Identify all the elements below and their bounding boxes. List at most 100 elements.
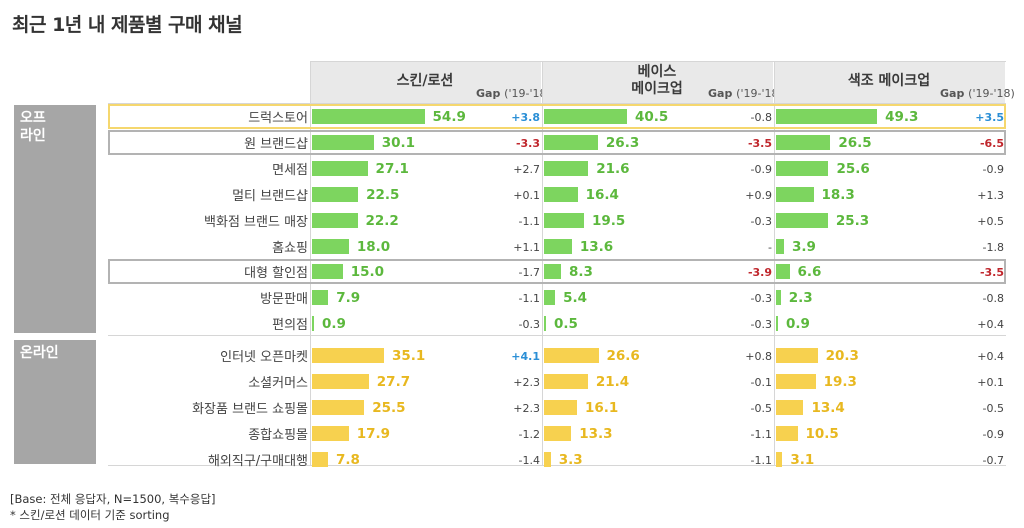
value-label: 21.6 [596, 160, 630, 177]
value-label: 22.2 [365, 212, 399, 229]
footnote-sorting: * 스킨/로션 데이터 기준 sorting [10, 508, 170, 522]
gap-value: -3.5 [979, 266, 1004, 280]
gap-value: +0.1 [977, 376, 1004, 389]
bar [776, 374, 816, 389]
category-label: 백화점 브랜드 매장 [204, 214, 308, 230]
bar [776, 160, 829, 176]
gap-value: -0.3 [750, 292, 772, 306]
bar [312, 134, 374, 150]
gap-value: +1.1 [513, 240, 540, 254]
value-label: 22.5 [366, 186, 400, 203]
bar [776, 425, 798, 441]
column-header-bg [542, 61, 773, 103]
category-label: 소셜커머스 [248, 376, 308, 391]
footnote-base: [Base: 전체 응답자, N=1500, 복수응답] [10, 492, 216, 506]
value-label: 16.4 [585, 186, 619, 203]
bar [544, 109, 628, 124]
value-label: 6.6 [797, 264, 822, 281]
gap-label-period: ('19-'18) [736, 87, 783, 100]
category-label: 대형 할인점 [244, 266, 308, 282]
bar [312, 425, 349, 441]
gap-value: -0.9 [750, 162, 772, 176]
bar [312, 109, 425, 124]
gap-value: -1.1 [750, 453, 772, 467]
bar [312, 348, 384, 364]
gap-value: -0.7 [982, 453, 1004, 467]
gap-value: -1.4 [518, 453, 540, 467]
value-label: 26.3 [605, 134, 640, 151]
value-label: 19.5 [591, 212, 626, 229]
column-separator [310, 61, 311, 465]
bar [776, 186, 814, 202]
category-label: 화장품 브랜드 쇼핑몰 [192, 401, 308, 417]
bar [544, 238, 572, 254]
value-label: 26.5 [838, 134, 872, 151]
gap-value: -3.9 [747, 266, 772, 280]
category-label: 원 브랜드샵 [244, 136, 308, 152]
gap-value: +0.9 [745, 188, 772, 202]
gap-value: +0.8 [745, 350, 772, 364]
gap-value: -1.1 [518, 214, 540, 228]
gap-value: -0.1 [750, 376, 772, 389]
column-separator [542, 61, 543, 465]
bar [776, 134, 831, 150]
gap-value: -1.7 [518, 266, 540, 280]
gap-value: +2.3 [513, 376, 540, 389]
gap-value: +1.3 [977, 188, 1004, 202]
value-label: 15.0 [350, 264, 385, 281]
gap-value: +3.5 [975, 111, 1004, 124]
value-label: 21.4 [595, 374, 630, 390]
value-label: 0.5 [554, 316, 578, 333]
bar [544, 160, 589, 176]
gap-value: +0.4 [977, 350, 1004, 364]
value-label: 54.9 [432, 109, 466, 125]
value-label: 25.3 [835, 212, 870, 229]
value-label: 8.3 [569, 264, 593, 281]
column-header-label: 색조 메이크업 [847, 73, 931, 89]
grid-line [108, 103, 1006, 104]
group-label-online: 온라인 [14, 340, 96, 464]
column-header-label: 스킨/로션 [396, 73, 454, 89]
bar [544, 186, 578, 202]
bar [312, 290, 329, 306]
value-label: 13.6 [579, 238, 614, 255]
bar [544, 451, 551, 467]
category-label: 종합쇼핑몰 [248, 427, 308, 443]
bar [544, 425, 572, 441]
value-label: 30.1 [381, 134, 416, 151]
gap-value: -0.8 [982, 292, 1004, 306]
gap-value: -3.5 [747, 136, 772, 150]
bar [312, 264, 343, 280]
gap-value: -1.1 [518, 292, 540, 306]
category-label: 편의점 [272, 318, 308, 334]
gap-value: +4.1 [511, 350, 540, 364]
value-label: 27.1 [375, 160, 409, 177]
value-label: 19.3 [823, 374, 857, 390]
page-title: 최근 1년 내 제품별 구매 채널 [12, 14, 243, 36]
value-label: 0.9 [322, 316, 346, 333]
gap-label-text: Gap [476, 87, 505, 100]
gap-value: -1.2 [518, 427, 540, 441]
bar [544, 264, 561, 280]
gap-value: -1.1 [750, 427, 772, 441]
value-label: 3.9 [791, 238, 816, 255]
gap-value: -0.5 [982, 401, 1004, 415]
value-label: 18.0 [356, 238, 391, 255]
gap-value: +2.7 [513, 162, 540, 176]
bar [312, 238, 349, 254]
gap-column-label: Gap ('19-'18) [940, 87, 1015, 100]
gap-value: -0.8 [750, 111, 772, 124]
column-header-label: 베이스 메이크업 [631, 64, 683, 97]
gap-value: +0.1 [513, 188, 540, 202]
gap-value: +0.5 [977, 214, 1004, 228]
value-label: 25.5 [372, 399, 406, 416]
bar [312, 186, 359, 202]
bar [776, 316, 778, 332]
bar [776, 212, 828, 228]
gap-value: -1.8 [982, 240, 1004, 254]
bar [544, 290, 556, 306]
gap-label-period: ('19-'18) [504, 87, 551, 100]
category-label: 홈쇼핑 [272, 240, 308, 256]
group-label-offline: 오프 라인 [14, 105, 96, 333]
value-label: 18.3 [821, 186, 855, 203]
